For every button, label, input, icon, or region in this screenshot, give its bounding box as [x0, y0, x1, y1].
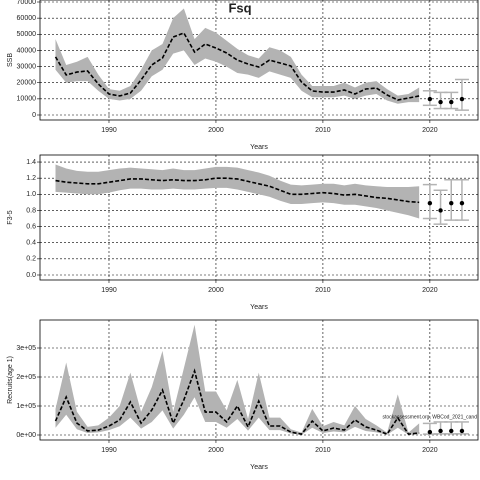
y-tick-label: 10000 — [17, 96, 37, 103]
x-tick-label: 2000 — [208, 447, 224, 454]
y-tick-label: 0.2 — [26, 256, 36, 263]
estimate-line — [54, 32, 420, 101]
forecast-point — [427, 96, 433, 102]
forecast-point — [459, 200, 465, 206]
y-tick-label: 1.2 — [26, 175, 36, 182]
y-tick-label: 50000 — [17, 31, 37, 38]
y-tick-label: 0.8 — [26, 207, 36, 214]
forecast-point — [449, 200, 454, 206]
x-tick-label: 2010 — [315, 447, 331, 454]
confidence-band — [55, 324, 420, 435]
forecast-point — [449, 428, 454, 434]
forecast-point — [449, 99, 454, 105]
estimate-line — [54, 368, 420, 436]
forecast-point — [427, 429, 433, 435]
plot-frame — [39, 319, 479, 441]
x-tick-label: 1990 — [101, 287, 117, 294]
x-axis-label: Years — [250, 304, 268, 311]
y-tick-label: 1.0 — [26, 191, 36, 198]
confidence-band — [55, 164, 420, 219]
forecast-point — [459, 428, 465, 434]
forecast-point — [427, 200, 433, 206]
x-tick-label: 1990 — [101, 127, 117, 134]
y-tick-label: 0.4 — [26, 240, 36, 247]
annotation: stockassessment.org, WBCod_2021_cand — [383, 415, 478, 421]
x-tick-label: 2000 — [208, 287, 224, 294]
y-tick-label: 0 — [32, 112, 36, 119]
x-tick-label: 2020 — [422, 287, 438, 294]
y-tick-label: 30000 — [17, 63, 37, 70]
x-tick-label: 2020 — [422, 447, 438, 454]
y-tick-label: 0e+00 — [16, 432, 36, 439]
x-tick-label: 2010 — [315, 127, 331, 134]
y-tick-label: 2e+05 — [16, 374, 36, 381]
y-tick-label: 60000 — [17, 15, 37, 22]
estimate-line — [55, 177, 420, 204]
x-axis-label: Years — [250, 144, 268, 151]
forecast-point — [438, 428, 443, 434]
x-axis-label: Years — [250, 464, 268, 471]
plot-frame — [39, 0, 479, 121]
forecast-point — [459, 96, 465, 102]
y-tick-label: 0.6 — [26, 223, 36, 230]
x-tick-label: 2000 — [208, 127, 224, 134]
y-tick-label: 3e+05 — [16, 345, 36, 352]
y-axis-label: SSB — [7, 53, 14, 67]
plot-frame — [39, 154, 479, 281]
forecast-point — [438, 99, 443, 105]
forecast-point — [438, 208, 443, 213]
chart-title: Fsq — [228, 0, 251, 15]
y-axis-label: F3-5 — [7, 210, 14, 225]
x-tick-label: 2010 — [315, 287, 331, 294]
y-tick-label: 40000 — [17, 47, 37, 54]
confidence-band — [55, 8, 420, 104]
y-axis-label: Recruits(age 1) — [7, 356, 14, 404]
y-tick-label: 20000 — [17, 80, 37, 87]
y-tick-label: 0.0 — [26, 272, 36, 279]
x-tick-label: 2020 — [422, 127, 438, 134]
y-tick-label: 1.4 — [26, 159, 36, 166]
x-tick-label: 1990 — [101, 447, 117, 454]
y-tick-label: 70000 — [17, 0, 37, 6]
y-tick-label: 1e+05 — [16, 403, 36, 410]
